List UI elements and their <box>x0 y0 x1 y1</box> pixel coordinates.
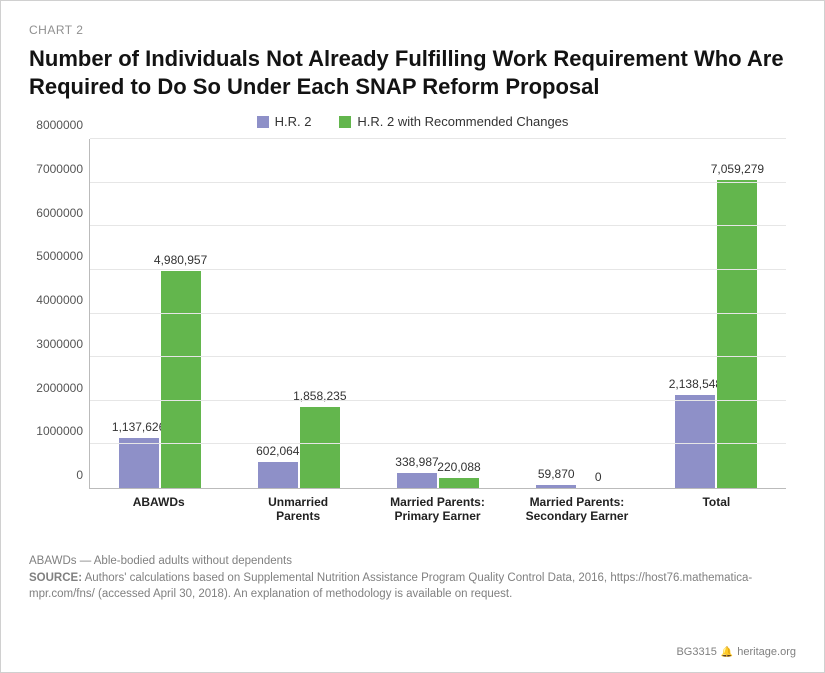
bar: 338,987 <box>397 473 437 488</box>
plot: 1,137,6264,980,957602,0641,858,235338,98… <box>89 139 786 489</box>
bar: 2,138,548 <box>675 395 715 488</box>
y-tick: 6000000 <box>36 206 83 220</box>
y-tick: 3000000 <box>36 337 83 351</box>
legend-swatch-1 <box>257 116 269 128</box>
legend-label-2: H.R. 2 with Recommended Changes <box>357 114 568 129</box>
bar: 1,858,235 <box>300 407 340 488</box>
bar: 59,870 <box>536 485 576 488</box>
bar: 220,088 <box>439 478 479 488</box>
grid-line <box>90 400 786 401</box>
bar-groups: 1,137,6264,980,957602,0641,858,235338,98… <box>90 139 786 488</box>
bar-group: 59,870 0 <box>508 139 647 488</box>
y-tick: 1000000 <box>36 424 83 438</box>
x-label: Total <box>647 489 786 519</box>
legend-label-1: H.R. 2 <box>275 114 312 129</box>
bar-value-label: 338,987 <box>395 455 438 469</box>
y-tick: 4000000 <box>36 293 83 307</box>
legend-item-1: H.R. 2 <box>257 114 312 129</box>
grid-line <box>90 269 786 270</box>
chart-title: Number of Individuals Not Already Fulfil… <box>29 45 796 100</box>
y-tick: 0 <box>76 468 83 482</box>
bar-value-label: 1,858,235 <box>293 389 346 403</box>
y-tick: 5000000 <box>36 249 83 263</box>
bar: 602,064 <box>258 462 298 488</box>
source-text: Authors' calculations based on Supplemen… <box>29 572 752 601</box>
bar-group: 1,137,6264,980,957 <box>90 139 229 488</box>
legend-swatch-2 <box>339 116 351 128</box>
source-line: SOURCE: Authors' calculations based on S… <box>29 570 796 603</box>
bar: 4,980,957 <box>161 271 201 488</box>
bar: 1,137,626 <box>119 438 159 488</box>
grid-line <box>90 182 786 183</box>
bar-group: 602,0641,858,235 <box>229 139 368 488</box>
x-label: Married Parents:Secondary Earner <box>507 489 646 519</box>
bar-group: 2,138,548 7,059,279 <box>647 139 786 488</box>
x-label: Married Parents:Primary Earner <box>368 489 507 519</box>
bar-group: 338,987220,088 <box>368 139 507 488</box>
bar-value-label: 4,980,957 <box>154 253 207 267</box>
y-tick: 2000000 <box>36 381 83 395</box>
y-axis: 0 1000000 2000000 3000000 4000000 5000000 6000… <box>29 139 89 489</box>
chart-area: 0100000020000003000000400000050000006000… <box>89 139 786 519</box>
x-label: UnmarriedParents <box>228 489 367 519</box>
y-tick: 8000000 <box>36 118 83 132</box>
bar-value-label: 0 <box>595 470 602 484</box>
attribution-id: BG3315 <box>676 646 716 658</box>
bar-value-label: 59,870 <box>538 467 575 481</box>
x-axis-labels: ABAWDsUnmarriedParentsMarried Parents:Pr… <box>89 489 786 519</box>
x-label: ABAWDs <box>89 489 228 519</box>
footnote-abawds: ABAWDs — Able-bodied adults without depe… <box>29 553 796 570</box>
chart-number-label: CHART 2 <box>29 23 796 37</box>
legend: H.R. 2 H.R. 2 with Recommended Changes <box>29 114 796 129</box>
bar-value-label: 1,137,626 <box>112 420 165 434</box>
footnotes: ABAWDs — Able-bodied adults without depe… <box>29 553 796 603</box>
bar-value-label: 7,059,279 <box>711 162 764 176</box>
grid-line <box>90 138 786 139</box>
grid-line <box>90 225 786 226</box>
attribution-site: heritage.org <box>737 646 796 658</box>
source-label: SOURCE: <box>29 572 82 584</box>
bar-value-label: 220,088 <box>437 460 480 474</box>
grid-line <box>90 313 786 314</box>
bar-value-label: 602,064 <box>256 444 299 458</box>
bell-icon: 🔔 <box>721 647 733 658</box>
grid-line <box>90 356 786 357</box>
y-tick: 7000000 <box>36 162 83 176</box>
legend-item-2: H.R. 2 with Recommended Changes <box>339 114 568 129</box>
bar-value-label: 2,138,548 <box>669 377 722 391</box>
grid-line <box>90 443 786 444</box>
attribution: BG3315 🔔 heritage.org <box>676 646 796 658</box>
